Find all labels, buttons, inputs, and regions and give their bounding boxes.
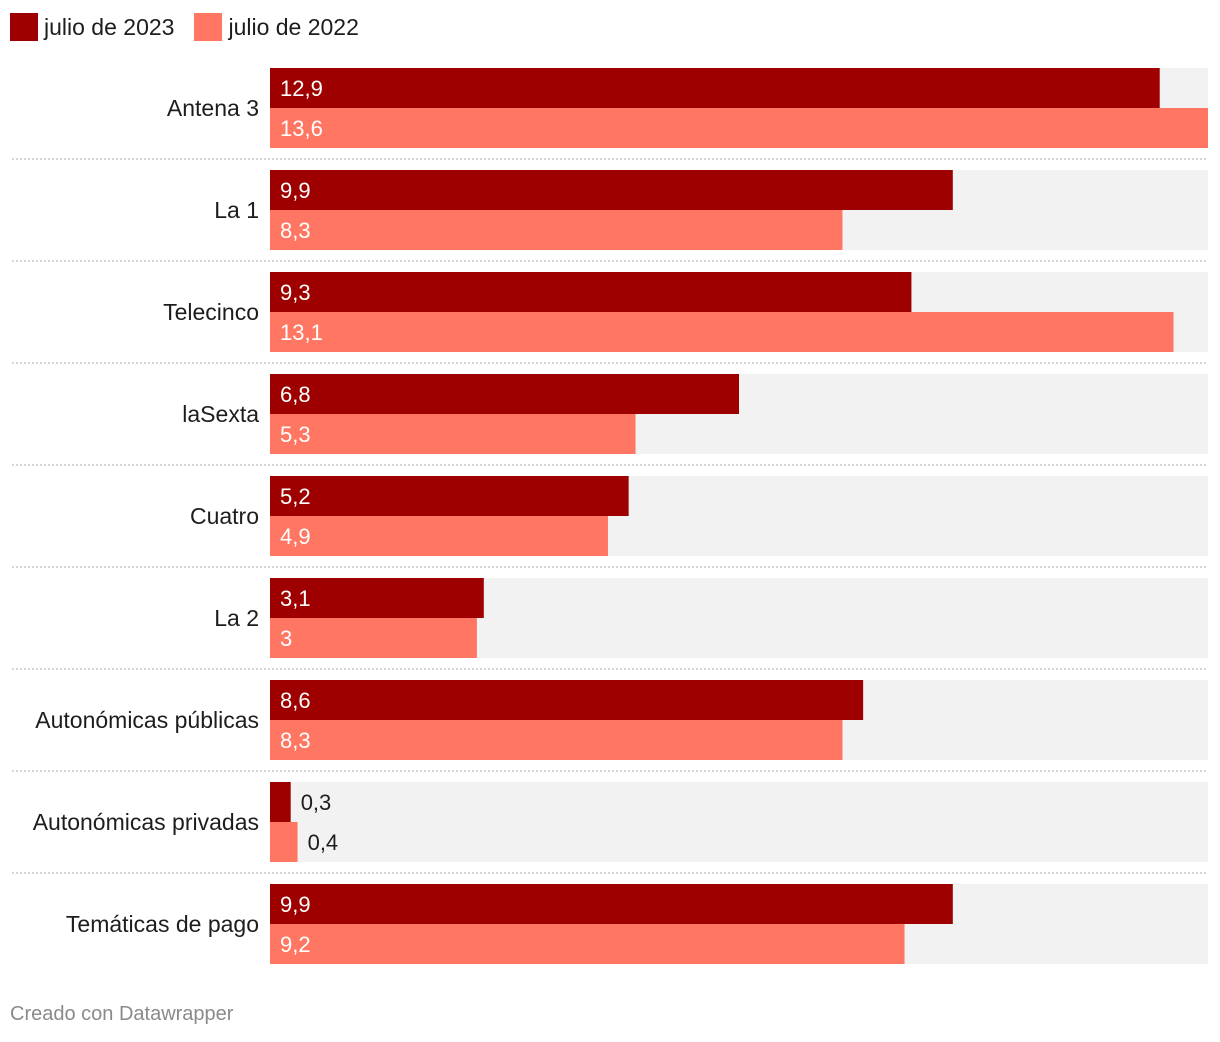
bar-cuatro-2022: [270, 516, 608, 556]
value-label-autonomicas-privadas-2022: 0,4: [308, 830, 339, 855]
value-label-antena-3-2023: 12,9: [280, 76, 323, 101]
bar-antena-3-2022: [270, 108, 1208, 148]
category-label-telecinco: Telecinco: [163, 299, 259, 325]
bar-lasexta-2023: [270, 374, 739, 414]
value-label-tematicas-de-pago-2023: 9,9: [280, 892, 311, 917]
bar-la-2-2023: [270, 578, 484, 618]
bar-telecinco-2023: [270, 272, 912, 312]
value-label-cuatro-2023: 5,2: [280, 484, 311, 509]
value-label-la-2-2023: 3,1: [280, 586, 311, 611]
category-label-cuatro: Cuatro: [190, 503, 259, 529]
legend-label-2023: julio de 2023: [44, 13, 175, 40]
value-label-tematicas-de-pago-2022: 9,2: [280, 932, 311, 957]
bar-cuatro-2023: [270, 476, 629, 516]
legend-swatch-2023: [10, 13, 38, 41]
value-label-autonomicas-privadas-2023: 0,3: [301, 790, 332, 815]
value-label-cuatro-2022: 4,9: [280, 524, 311, 549]
legend: julio de 2023 julio de 2022: [10, 12, 379, 42]
value-label-telecinco-2023: 9,3: [280, 280, 311, 305]
bar-la-1-2023: [270, 170, 953, 210]
value-label-autonomicas-publicas-2023: 8,6: [280, 688, 311, 713]
bar-la-1-2022: [270, 210, 843, 250]
value-label-lasexta-2022: 5,3: [280, 422, 311, 447]
bar-autonomicas-publicas-2023: [270, 680, 864, 720]
bar-track-autonomicas-privadas: [270, 782, 1208, 862]
bar-tematicas-de-pago-2022: [270, 924, 905, 964]
bar-la-2-2022: [270, 618, 477, 658]
category-label-la-2: La 2: [214, 605, 259, 631]
category-label-lasexta: laSexta: [182, 401, 259, 427]
category-label-tematicas-de-pago: Temáticas de pago: [66, 911, 259, 937]
value-label-telecinco-2022: 13,1: [280, 320, 323, 345]
category-label-antena-3: Antena 3: [167, 95, 259, 121]
bar-chart: Antena 3 12,9 13,6 La 1 9,9 8,3 Telecinco 9,3 13…: [12, 68, 1208, 964]
bar-autonomicas-publicas-2022: [270, 720, 843, 760]
footer-credit: Creado con Datawrapper: [10, 1003, 234, 1025]
value-label-la-2-2022: 3: [280, 626, 292, 651]
legend-item-2022: julio de 2022: [194, 13, 359, 41]
category-label-autonomicas-privadas: Autonómicas privadas: [33, 809, 259, 835]
value-label-antena-3-2022: 13,6: [280, 116, 323, 141]
value-label-la-1-2023: 9,9: [280, 178, 311, 203]
bar-lasexta-2022: [270, 414, 636, 454]
bar-antena-3-2023: [270, 68, 1160, 108]
category-label-la-1: La 1: [214, 197, 259, 223]
legend-label-2022: julio de 2022: [228, 13, 359, 40]
value-label-la-1-2022: 8,3: [280, 218, 311, 243]
legend-swatch-2022: [194, 13, 223, 41]
bar-tematicas-de-pago-2023: [270, 884, 953, 924]
value-label-lasexta-2023: 6,8: [280, 382, 311, 407]
bar-autonomicas-privadas-2023: [270, 782, 291, 822]
category-label-autonomicas-publicas: Autonómicas públicas: [35, 707, 259, 733]
legend-item-2023: julio de 2023: [10, 13, 174, 41]
bar-autonomicas-privadas-2022: [270, 822, 298, 862]
bar-telecinco-2022: [270, 312, 1174, 352]
value-label-autonomicas-publicas-2022: 8,3: [280, 728, 311, 753]
